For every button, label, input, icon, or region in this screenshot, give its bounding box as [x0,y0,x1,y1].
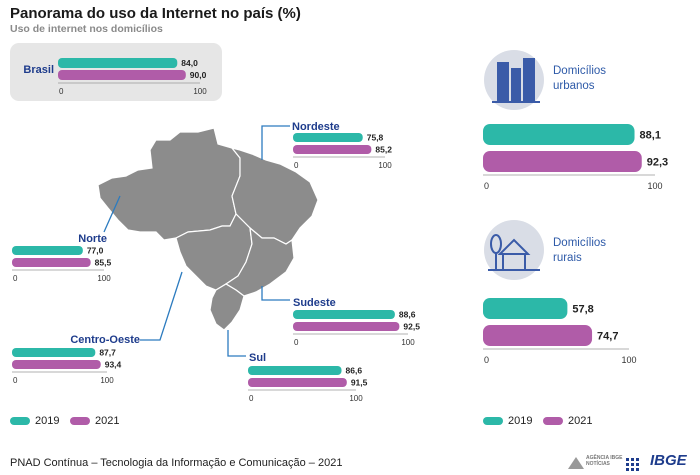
data-label-norte-2019: 77,0 [87,246,104,256]
data-label-sudeste-2019: 88,6 [399,310,416,320]
agencia-ibge-text: AGÊNCIA IBGE NOTÍCIAS [586,455,622,467]
data-label-brasil-2021: 90,0 [190,70,207,80]
data-label-urbanos-2019: 88,1 [640,130,661,142]
tick-0-rurais: 0 [484,355,489,365]
tick-0-sudeste: 0 [294,338,299,347]
urban-buildings-icon [484,50,544,110]
data-label-sudeste-2021: 92,5 [403,322,420,332]
bar-rurais-2019 [483,298,568,319]
tick-100-urbanos: 100 [647,181,662,191]
region-label-sul: Sul [249,352,266,364]
tick-0-sul: 0 [249,394,254,403]
ibge-logo [626,458,639,471]
region-label-centro-oeste: Centro-Oeste [70,334,140,346]
data-label-rurais-2019: 57,8 [572,304,593,316]
map-region-nordeste [230,146,319,245]
region-label-norte: Norte [78,233,107,245]
legend-swatch-2021-right [543,417,563,425]
leader-norte [103,195,121,233]
bar-brasil-2021 [58,70,186,80]
rural-card-title: Domicílios rurais [553,236,606,266]
chart-subtitle: Uso de internet nos domicílios [10,23,163,35]
data-label-centro-oeste-2021: 93,4 [105,360,122,370]
bar-nordeste-2019 [293,133,363,142]
bar-urbanos-2019 [483,124,635,145]
data-label-norte-2021: 85,5 [95,258,112,268]
bar-sul-2021 [248,378,347,387]
footer-source: PNAD Contínua – Tecnologia da Informação… [10,457,343,469]
bar-centro-oeste-2019 [12,348,96,357]
leader-nordeste [261,125,290,160]
data-label-nordeste-2021: 85,2 [375,145,392,155]
tick-100-centro-oeste: 100 [100,376,114,385]
legend-swatch-2021-left [70,417,90,425]
leader-centro-oeste [140,271,183,341]
urban-card-title-line1: Domicílios [553,65,607,77]
bar-nordeste-2021 [293,145,372,154]
tick-0-urbanos: 0 [484,181,489,191]
bar-rurais-2021 [483,325,593,346]
map-region-sudeste [224,226,295,297]
bar-brasil-2019 [58,58,178,68]
tick-100-sul: 100 [349,394,363,403]
tick-0-brasil: 0 [59,87,64,96]
agencia-ibge-text-line1: AGÊNCIA IBGE [586,455,623,461]
tick-100-sudeste: 100 [401,338,415,347]
tick-100-rurais: 100 [621,355,636,365]
data-label-sul-2021: 91,5 [351,378,368,388]
tick-100-brasil: 100 [193,87,207,96]
tick-0-centro-oeste: 0 [13,376,18,385]
tick-0-nordeste: 0 [294,161,299,170]
agencia-ibge-text-line2: NOTÍCIAS [586,461,610,467]
tick-100-nordeste: 100 [378,161,392,170]
map-region-sul [209,283,245,331]
region-label-nordeste: Nordeste [292,121,340,133]
bar-urbanos-2021 [483,151,642,172]
urban-card-title: Domicílios urbanos [553,64,606,94]
bar-centro-oeste-2021 [12,360,101,369]
data-label-centro-oeste-2019: 87,7 [99,348,116,358]
rural-card-title-line2: rurais [553,252,582,264]
leader-sul [227,330,246,357]
legend-label-2021-left: 2021 [95,415,120,427]
rural-card-title-line1: Domicílios [553,237,607,249]
data-label-nordeste-2019: 75,8 [367,133,384,143]
bar-sudeste-2021 [293,322,400,331]
urban-card-title-line2: urbanos [553,80,595,92]
agencia-ibge-logo [568,457,584,469]
bars-layer: Brasil 84,0 90,0 0 100 Nordeste 75,8 85,2 0 100 No… [12,58,668,403]
rural-house-tree-icon [484,220,544,280]
data-label-rurais-2021: 74,7 [597,331,618,343]
region-label-brasil: Brasil [23,64,54,76]
region-label-sudeste: Sudeste [293,297,336,309]
map-region-norte [97,127,241,241]
legend-swatch-2019-right [483,417,503,425]
legend-label-2019-left: 2019 [35,415,60,427]
tick-100-norte: 100 [97,274,111,283]
data-label-urbanos-2021: 92,3 [647,157,668,169]
legend-label-2021-right: 2021 [568,415,593,427]
chart-title: Panorama do uso da Internet no país (%) [10,5,301,22]
leader-lines [103,125,290,357]
tick-0-norte: 0 [13,274,18,283]
legend-label-2019-right: 2019 [508,415,533,427]
bar-sul-2019 [248,366,342,375]
leader-sudeste [261,286,290,301]
bar-sudeste-2019 [293,310,395,319]
data-label-sul-2019: 86,6 [346,366,363,376]
bar-norte-2019 [12,246,83,255]
legend-swatch-2019-left [10,417,30,425]
ibge-logo-text: IBGE [650,452,687,469]
bar-norte-2021 [12,258,91,267]
brazil-map [97,127,319,331]
data-label-brasil-2019: 84,0 [181,58,198,68]
